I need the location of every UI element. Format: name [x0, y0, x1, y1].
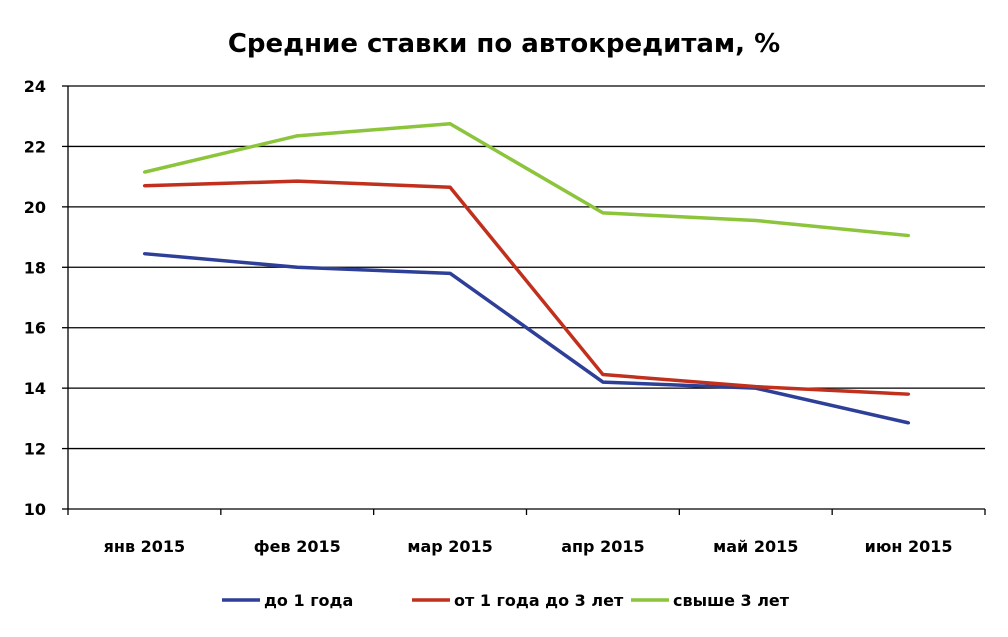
data-point — [907, 392, 911, 396]
series-line-2 — [144, 179, 909, 396]
chart-title: Средние ставки по автокредитам, % — [228, 29, 780, 59]
data-point — [754, 218, 758, 222]
data-point — [295, 134, 299, 138]
data-point — [448, 185, 452, 189]
y-tick-label: 20 — [24, 198, 46, 217]
y-tick-label: 22 — [24, 137, 46, 156]
y-tick-label: 10 — [24, 500, 46, 519]
data-point — [448, 271, 452, 275]
y-tick-label: 24 — [24, 77, 46, 96]
x-tick-label: янв 2015 — [104, 537, 186, 556]
x-tick-label: июн 2015 — [865, 537, 953, 556]
x-tick-label: май 2015 — [713, 537, 798, 556]
data-point — [907, 421, 911, 425]
data-point — [601, 380, 605, 384]
data-point — [142, 252, 146, 256]
y-tick-label: 12 — [24, 440, 46, 459]
x-tick-label: фев 2015 — [254, 537, 341, 556]
data-point — [295, 265, 299, 269]
data-point — [754, 385, 758, 389]
legend-label: до 1 года — [264, 591, 353, 610]
data-point — [601, 211, 605, 215]
y-tick-label: 18 — [24, 258, 46, 277]
series-line-3 — [144, 122, 909, 238]
y-tick-label: 16 — [24, 319, 46, 338]
data-point — [601, 373, 605, 377]
data-point — [907, 234, 911, 238]
series-line-1 — [144, 251, 909, 425]
data-point — [142, 184, 146, 188]
y-tick-label: 14 — [24, 379, 46, 398]
legend-label: свыше 3 лет — [673, 591, 790, 610]
legend-label: от 1 года до 3 лет — [454, 591, 624, 610]
data-point — [142, 170, 146, 174]
data-point — [295, 179, 299, 183]
data-point — [448, 122, 452, 126]
x-tick-label: апр 2015 — [561, 537, 644, 556]
x-tick-label: мар 2015 — [407, 537, 492, 556]
